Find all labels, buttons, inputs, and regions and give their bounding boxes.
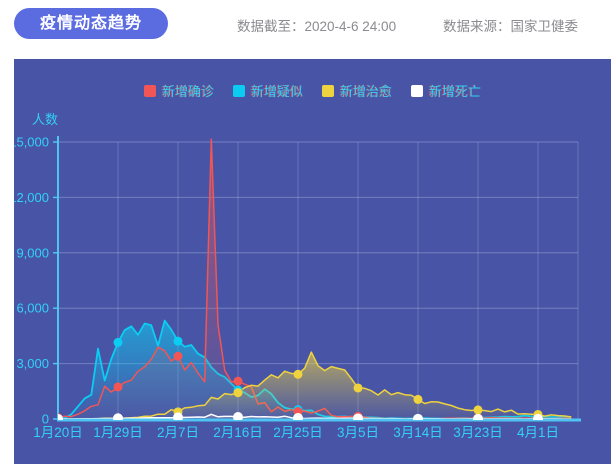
legend-swatch-confirmed: [143, 84, 156, 97]
marker-3[interactable]: [413, 413, 423, 424]
y-tick-label: 0: [42, 412, 49, 427]
x-tick-label: 2月25日: [273, 425, 323, 440]
marker-0[interactable]: [113, 382, 123, 392]
y-axis-title: 人数: [32, 112, 59, 127]
marker-2[interactable]: [473, 405, 483, 415]
marker-0[interactable]: [233, 376, 243, 386]
x-tick-label: 3月5日: [337, 425, 379, 440]
x-tick-label: 1月20日: [33, 425, 83, 440]
marker-1[interactable]: [173, 336, 183, 346]
y-tick-label: 12,000: [14, 190, 49, 205]
marker-3[interactable]: [53, 413, 63, 424]
marker-2[interactable]: [233, 388, 243, 398]
trend-chart[interactable]: 0 3,000 6,000 9,000 12,000 15,000 1月20日 1月29日 2月…: [14, 59, 611, 464]
marker-1[interactable]: [113, 337, 123, 347]
y-tick-label: 6,000: [16, 301, 49, 316]
legend-item-deaths[interactable]: 新增死亡: [411, 81, 481, 100]
marker-3[interactable]: [533, 413, 543, 424]
x-tick-label: 4月1日: [517, 425, 559, 440]
trend-tab-button[interactable]: 疫情动态趋势: [14, 8, 169, 39]
marker-3[interactable]: [473, 413, 483, 424]
x-tick-label: 2月16日: [213, 425, 263, 440]
marker-3[interactable]: [353, 413, 363, 423]
y-tick-label: 15,000: [14, 135, 49, 150]
marker-2[interactable]: [293, 369, 303, 379]
chart-legend: 新增确诊 新增疑似 新增治愈 新增死亡: [14, 81, 611, 100]
series-line-2: [58, 351, 572, 420]
data-cutoff-text: 数据截至：2020-4-6 24:00: [237, 19, 397, 34]
legend-label-suspected: 新增疑似: [250, 84, 303, 99]
series-area-2: [58, 352, 572, 419]
marker-2[interactable]: [353, 383, 363, 393]
legend-item-suspected[interactable]: 新增疑似: [232, 81, 303, 100]
x-tick-label: 3月23日: [453, 425, 503, 440]
marker-2[interactable]: [413, 394, 423, 404]
legend-label-cured: 新增治愈: [340, 84, 393, 99]
marker-3[interactable]: [173, 412, 183, 422]
chart-panel: 0 3,000 6,000 9,000 12,000 15,000 1月20日 1月29日 2月…: [14, 59, 611, 464]
legend-swatch-cured: [322, 84, 334, 97]
legend-label-deaths: 新增死亡: [429, 84, 482, 99]
legend-item-cured[interactable]: 新增治愈: [322, 81, 392, 100]
marker-3[interactable]: [113, 413, 123, 423]
legend-swatch-deaths: [411, 84, 424, 97]
y-tick-label: 9,000: [16, 245, 49, 260]
x-tick-label: 3月14日: [393, 425, 443, 440]
marker-0[interactable]: [173, 351, 183, 361]
x-tick-label: 2月7日: [157, 425, 199, 440]
legend-swatch-suspected: [232, 84, 245, 97]
data-source-text: 数据来源：国家卫健委: [443, 19, 578, 34]
legend-item-confirmed[interactable]: 新增确诊: [143, 81, 214, 100]
legend-label-confirmed: 新增确诊: [161, 84, 214, 99]
header-bar: 疫情动态趋势 数据截至：2020-4-6 24:00 数据来源：国家卫健委: [0, 0, 611, 59]
marker-3[interactable]: [233, 412, 243, 422]
y-tick-label: 3,000: [16, 356, 49, 371]
marker-3[interactable]: [293, 413, 303, 423]
x-tick-label: 1月29日: [93, 425, 143, 440]
